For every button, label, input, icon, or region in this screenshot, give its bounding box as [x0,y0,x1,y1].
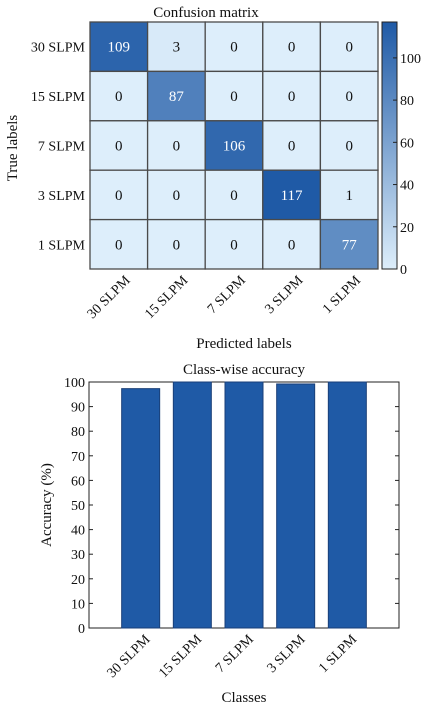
accuracy-x-tick-label: 1 SLPM [316,632,360,676]
matrix-cell-value: 0 [230,237,238,253]
confusion-matrix-cells: 109 3 0 0 0 0 87 0 0 0 0 0 106 0 0 0 0 0 117 1 0 0 0 0 77 [89,21,379,270]
accuracy-y-tick-label: 100 [64,376,85,391]
matrix-cell-value: 117 [281,188,303,204]
matrix-cell [262,169,322,221]
matrix-x-tick-label: 7 SLPM [205,273,249,317]
accuracy-chart-title: Class-wise accuracy [183,362,306,378]
matrix-cell-value: 87 [169,89,185,105]
matrix-cell [319,70,379,122]
colorbar-tick-label: 80 [400,94,414,109]
matrix-cell [146,218,206,270]
matrix-cell-value: 0 [230,89,238,105]
matrix-x-tick-label: 1 SLPM [320,273,364,317]
matrix-cell [146,21,206,73]
accuracy-y-ticks: 0 10 20 30 40 50 60 70 80 90 100 [64,376,399,637]
colorbar-gradient [381,21,398,270]
colorbar: 0 20 40 60 80 100 [381,21,421,278]
matrix-cell-value: 109 [108,40,131,56]
accuracy-y-tick-label: 90 [71,401,85,416]
accuracy-y-axis-label: Accuracy (%) [39,463,55,547]
accuracy-y-tick-label: 30 [71,548,85,563]
matrix-cell [89,218,149,270]
accuracy-y-tick-label: 20 [71,573,85,588]
accuracy-y-tick-label: 60 [71,474,85,489]
confusion-matrix-y-axis-label: True labels [5,115,21,182]
accuracy-y-tick-label: 50 [71,499,85,514]
colorbar-tick-label: 60 [400,136,414,151]
confusion-matrix-chart: Confusion matrix 109 3 0 0 00 87 0 0 00 0 106 0 00 0 0… [5,5,421,352]
matrix-cell-value: 0 [288,237,296,253]
confusion-matrix-x-tick-labels: 30 SLPM 15 SLPM 7 SLPM 3 SLPM 1 SLPM [85,273,365,322]
matrix-y-tick-label: 30 SLPM [31,41,86,56]
matrix-cell-value: 0 [115,237,123,253]
matrix-cell [204,70,264,122]
matrix-cell-value: 3 [173,40,181,56]
matrix-cell-value: 106 [223,139,246,155]
accuracy-x-axis-label: Classes [222,690,267,706]
accuracy-y-tick-label: 70 [71,450,85,465]
matrix-cell [204,169,264,221]
accuracy-x-tick-label: 15 SLPM [156,632,205,681]
accuracy-bar [276,383,316,629]
matrix-cell-value: 1 [345,188,353,204]
matrix-cell [89,21,149,73]
colorbar-tick-label: 0 [400,263,407,278]
matrix-cell [319,169,379,221]
accuracy-y-tick-label: 10 [71,597,85,612]
matrix-x-tick-label: 3 SLPM [263,273,307,317]
matrix-cell [89,70,149,122]
matrix-cell [146,120,206,171]
accuracy-x-tick-label: 3 SLPM [265,632,309,676]
accuracy-bar [172,381,212,629]
matrix-cell [146,169,206,221]
matrix-y-tick-label: 3 SLPM [38,189,86,204]
matrix-cell-value: 0 [345,139,353,155]
matrix-cell-value: 0 [288,139,296,155]
matrix-cell-value: 0 [173,139,181,155]
matrix-cell-value: 0 [115,139,123,155]
accuracy-bar [121,388,161,629]
colorbar-tick-label: 40 [400,179,414,194]
matrix-cell-value: 0 [230,188,238,204]
matrix-cell-value: 0 [115,89,123,105]
accuracy-y-tick-label: 80 [71,425,85,440]
matrix-cell [204,218,264,270]
accuracy-x-tick-label: 7 SLPM [213,632,257,676]
matrix-y-tick-label: 7 SLPM [38,140,86,155]
matrix-cell-value: 0 [115,188,123,204]
matrix-cell-value: 0 [173,188,181,204]
matrix-cell-value: 77 [342,237,358,253]
accuracy-y-tick-label: 0 [78,622,85,637]
matrix-cell-value: 0 [230,40,238,56]
accuracy-bars [121,381,367,629]
confusion-matrix-y-tick-labels: 30 SLPM 15 SLPM 7 SLPM 3 SLPM 1 SLPM [31,41,86,254]
matrix-x-tick-label: 30 SLPM [85,273,134,322]
accuracy-bar [327,381,367,629]
confusion-matrix-title: Confusion matrix [153,5,259,21]
accuracy-x-tick-label: 30 SLPM [105,632,154,681]
matrix-x-tick-label: 15 SLPM [142,273,191,322]
matrix-cell [319,218,379,270]
matrix-y-tick-label: 15 SLPM [31,90,86,105]
colorbar-tick-label: 100 [400,52,421,67]
matrix-cell [89,169,149,221]
colorbar-tick-label: 20 [400,221,414,236]
accuracy-bar [224,381,264,629]
accuracy-bar-chart: Class-wise accuracy 0 10 20 30 40 50 60 70 80 90 1… [39,362,400,706]
matrix-cell [262,120,322,171]
matrix-cell-value: 0 [288,89,296,105]
accuracy-y-tick-label: 40 [71,524,85,539]
matrix-cell-value: 0 [345,40,353,56]
matrix-cell-value: 0 [288,40,296,56]
confusion-matrix-x-axis-label: Predicted labels [196,336,292,352]
matrix-y-tick-label: 1 SLPM [38,238,86,253]
matrix-cell-value: 0 [173,237,181,253]
accuracy-x-tick-labels: 30 SLPM 15 SLPM 7 SLPM 3 SLPM 1 SLPM [105,632,361,681]
matrix-cell-value: 0 [345,89,353,105]
